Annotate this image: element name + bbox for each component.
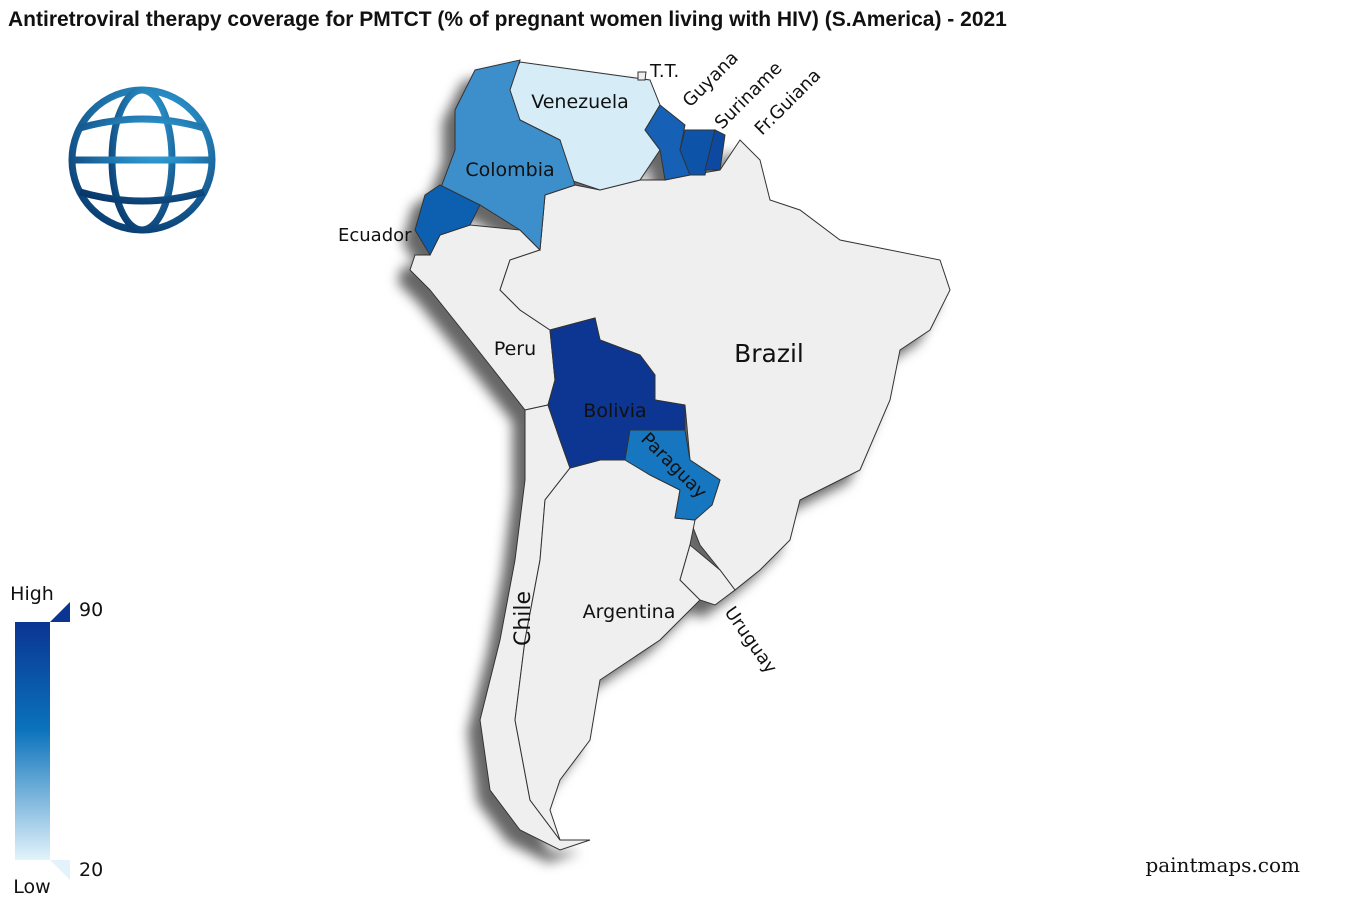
legend: High Low 90 20 — [10, 583, 103, 898]
country-label: Chile — [511, 591, 536, 646]
legend-high: High — [10, 583, 54, 605]
country-label: Ecuador — [338, 225, 412, 246]
country-label: Uruguay — [720, 603, 781, 678]
country-shape — [624, 429, 721, 521]
legend-max: 90 — [79, 599, 103, 621]
country-label: Argentina — [583, 601, 676, 623]
legend-arrow — [50, 602, 70, 622]
country-shape — [679, 544, 736, 606]
country-label: Colombia — [465, 159, 554, 181]
country-label: Bolivia — [583, 400, 646, 422]
country-label: Brazil — [734, 339, 804, 368]
logo — [68, 86, 216, 234]
legend-low: Low — [13, 876, 50, 898]
country-shape — [644, 104, 691, 181]
legend-min: 20 — [79, 859, 103, 881]
country-shape — [704, 129, 726, 171]
title: Antiretroviral therapy coverage for PMTC… — [8, 8, 1007, 31]
country-label: T.T. — [649, 61, 679, 82]
legend-arrow — [50, 860, 70, 880]
country-shape — [414, 184, 481, 257]
country-label: Peru — [494, 338, 536, 360]
credit: paintmaps.com — [1145, 853, 1300, 877]
country-label: Venezuela — [531, 91, 629, 113]
country-shape — [637, 71, 647, 81]
legend-bar — [15, 622, 50, 860]
countries — [409, 59, 951, 851]
